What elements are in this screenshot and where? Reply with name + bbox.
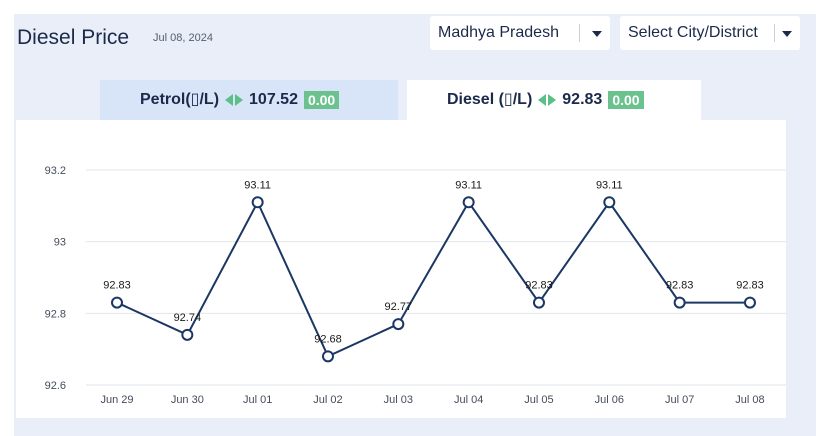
tab-diesel-price: 92.83 (562, 91, 603, 108)
data-label: 92.83 (736, 280, 764, 292)
x-tick-label: Jun 30 (171, 394, 204, 406)
page-title: Diesel Price (17, 26, 130, 49)
data-label: 92.83 (525, 280, 553, 292)
tab-petrol[interactable]: Petrol(▯/L) 107.52 0.00 (100, 80, 398, 120)
x-tick-label: Jul 03 (384, 394, 413, 406)
y-tick-label: 92.6 (45, 380, 66, 392)
data-label: 92.83 (103, 280, 131, 292)
price-change-arrows-icon (225, 94, 244, 106)
data-label: 93.11 (455, 179, 482, 191)
data-point (462, 196, 475, 209)
city-select-value: Select City/District (628, 24, 758, 41)
data-point (181, 328, 194, 341)
state-select-separator (579, 24, 580, 42)
state-select-value: Madhya Pradesh (438, 24, 559, 41)
data-label: 93.11 (596, 179, 623, 191)
state-select[interactable]: Madhya Pradesh (430, 16, 610, 50)
chart-area: 92.6 92.8 93 93.2 Jun 29 Jun 30 Jul 01 Jul 02 Ju… (16, 120, 786, 418)
tab-petrol-price: 107.52 (249, 91, 298, 108)
tab-diesel[interactable]: Diesel (▯/L) 92.83 0.00 (407, 80, 701, 120)
y-tick-label: 93.2 (45, 165, 66, 177)
data-label: 92.68 (314, 333, 342, 345)
x-tick-label: Jul 02 (313, 394, 342, 406)
data-point (532, 296, 545, 309)
x-tick-label: Jul 04 (454, 394, 483, 406)
data-label: 93.11 (244, 179, 271, 191)
chevron-down-icon[interactable] (592, 31, 602, 37)
data-label: 92.74 (174, 312, 202, 324)
city-select-separator (774, 24, 775, 42)
x-tick-label: Jul 01 (243, 394, 272, 406)
tab-diesel-label: Diesel (▯/L) (447, 91, 533, 108)
price-date: Jul 08, 2024 (153, 32, 213, 44)
data-point (251, 196, 264, 209)
tab-petrol-change-badge: 0.00 (303, 91, 340, 109)
data-point (673, 296, 686, 309)
data-point (392, 318, 405, 331)
data-point (603, 196, 616, 209)
diesel-price-line-chart: 92.6 92.8 93 93.2 Jun 29 Jun 30 Jul 01 Jul 02 Ju… (45, 165, 786, 406)
city-select[interactable]: Select City/District (620, 16, 800, 50)
data-label: 92.83 (666, 280, 694, 292)
x-tick-label: Jul 07 (665, 394, 694, 406)
y-tick-label: 93 (54, 237, 66, 249)
x-tick-label: Jul 05 (524, 394, 553, 406)
y-tick-label: 92.8 (45, 308, 66, 320)
x-tick-label: Jul 06 (595, 394, 624, 406)
data-label: 92.77 (385, 301, 413, 313)
chevron-down-icon[interactable] (782, 31, 792, 37)
price-change-arrows-icon (538, 94, 557, 106)
x-tick-label: Jun 29 (100, 394, 133, 406)
tab-petrol-label: Petrol(▯/L) (140, 91, 220, 108)
x-tick-label: Jul 08 (735, 394, 764, 406)
data-point (743, 296, 756, 309)
series-line (116, 199, 750, 358)
data-point (111, 296, 123, 309)
data-point (321, 350, 334, 363)
tab-diesel-change-badge: 0.00 (608, 91, 644, 109)
